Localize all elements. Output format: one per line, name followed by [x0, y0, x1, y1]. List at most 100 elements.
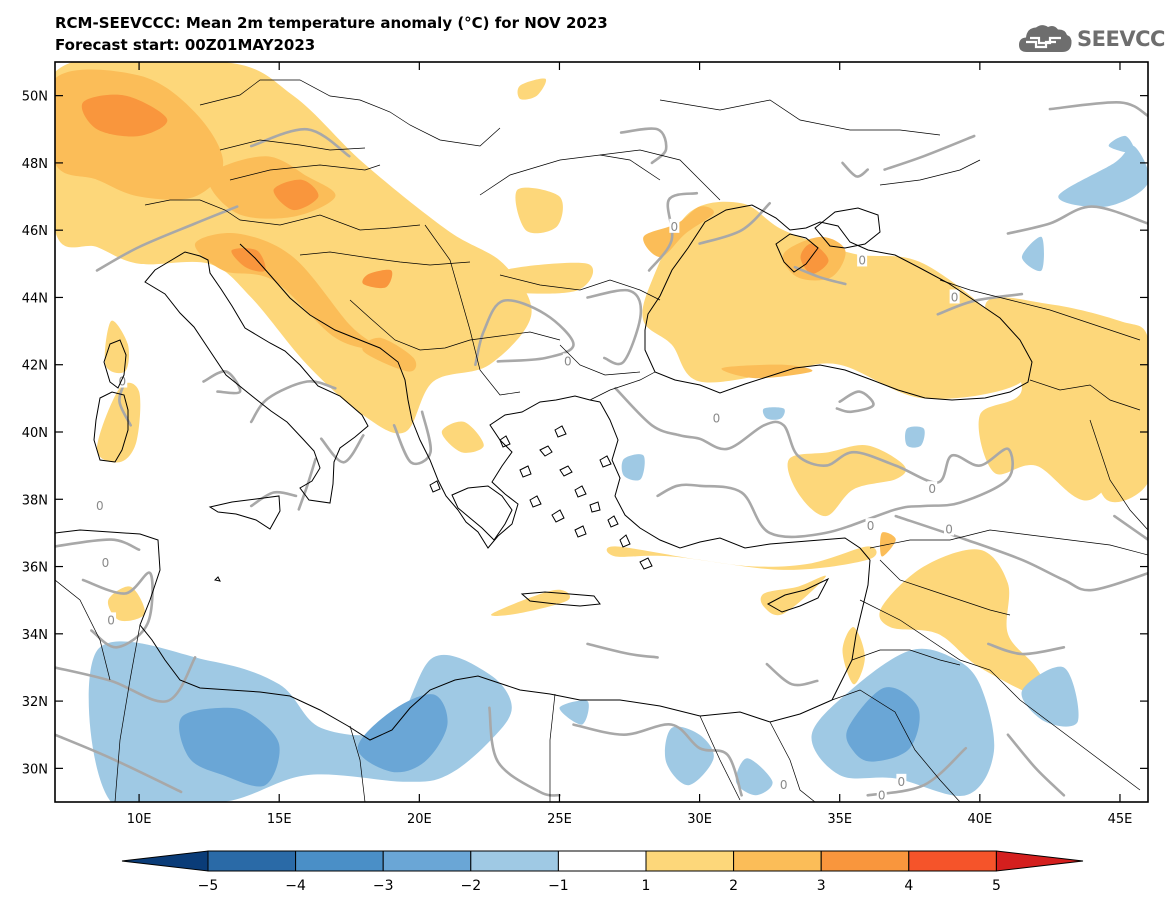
border-line	[1029, 379, 1141, 411]
border-line	[559, 344, 641, 376]
coastline-sardinia	[93, 391, 129, 463]
colorbar-segment	[295, 850, 384, 872]
contour-label-background	[876, 787, 887, 802]
colorbar-label: 3	[817, 878, 826, 894]
coastline-cyprus	[766, 577, 830, 613]
colorbar-segment	[645, 850, 735, 872]
contour-label: 0	[102, 556, 110, 570]
map-subtitle: Forecast start: 00Z01MAY2023	[55, 36, 316, 54]
colorbar-label: −3	[373, 878, 394, 894]
contour-label-background	[711, 410, 722, 425]
warm-anomaly-region-1-2	[879, 549, 1053, 702]
lat-tick-label: 32N	[22, 695, 48, 710]
contour-label: 0	[780, 778, 788, 792]
zero-contour-line	[572, 723, 743, 797]
border-line	[939, 279, 1141, 341]
contour-label-background	[94, 498, 105, 512]
warm-anomaly-region-1-2	[97, 382, 141, 463]
logo-text: SEEVCCC	[1077, 27, 1165, 51]
contour-label-background	[778, 777, 789, 792]
lat-tick-label: 44N	[22, 291, 48, 306]
contour-label-background	[944, 521, 955, 536]
zero-contour-line	[1048, 100, 1148, 118]
colorbar-segment	[557, 850, 647, 872]
coastline-corsica	[103, 339, 127, 389]
colorbar-label: 1	[642, 878, 651, 894]
cold-anomaly-region-1-2	[88, 641, 512, 802]
warm-anomaly-region-3-4	[231, 248, 266, 272]
warm-anomaly-region-1-2	[491, 589, 571, 617]
contour-label-background	[865, 518, 876, 533]
cold-anomaly-region-1-2	[762, 407, 785, 420]
zero-contour-line	[249, 379, 337, 424]
warm-anomaly-region-2-3	[721, 364, 813, 379]
zero-contour-line	[841, 161, 869, 178]
cold-anomaly-region-2-3	[846, 687, 920, 762]
contour-label-background	[857, 252, 868, 267]
warm-anomaly-region-1-2	[606, 546, 877, 570]
coastline-sicily	[208, 495, 281, 530]
zero-contour-line	[793, 265, 847, 286]
contour-label-background	[562, 353, 573, 368]
zero-contour-line	[619, 127, 668, 165]
border-line	[114, 624, 141, 802]
warm-anomaly-region-1-2	[107, 586, 145, 622]
lat-tick-label: 46N	[22, 224, 48, 239]
colorbar-segment	[908, 850, 997, 872]
warm-anomaly-region-1-2	[441, 421, 484, 453]
contour-label-background	[669, 218, 680, 233]
cold-anomaly-region-1-2	[559, 700, 589, 725]
contour-label: 0	[96, 499, 104, 513]
warm-anomaly-region-1-2	[517, 78, 547, 100]
colorbar-label: 4	[904, 878, 913, 894]
lat-tick-label: 34N	[22, 628, 48, 643]
lat-tick-label: 36N	[22, 561, 48, 576]
country-border-layer	[55, 79, 1148, 802]
border-line	[699, 715, 741, 801]
border-line	[499, 274, 661, 301]
colorbar-label: −2	[460, 878, 481, 894]
lon-tick-label: 25E	[547, 812, 572, 827]
contour-label: 0	[867, 519, 875, 533]
contour-label: 0	[713, 412, 721, 426]
zero-contour-line	[249, 490, 298, 508]
seevccc-logo: SEEVCCC	[1017, 22, 1165, 56]
warm-anomaly-region-1-2	[515, 187, 563, 234]
cold-anomaly-region-1-2	[905, 426, 925, 448]
border-line	[769, 721, 816, 802]
border-line	[1089, 419, 1148, 531]
cold-anomaly-region-1-2	[1108, 135, 1135, 154]
colorbar-arrow-max	[995, 850, 1084, 872]
border-line	[349, 299, 561, 351]
colorbar-segment	[733, 850, 822, 872]
border-line	[851, 649, 961, 666]
border-line	[229, 164, 381, 181]
cold-anomaly-region-1-2	[735, 758, 773, 796]
zero-contour-line	[55, 656, 197, 703]
coastline-layer	[55, 204, 1033, 741]
zero-contour-line	[586, 642, 659, 659]
coastline-north-africa	[55, 529, 833, 741]
warm-anomaly-region-1-2	[104, 320, 130, 374]
border-line	[549, 693, 556, 802]
cold-anomaly-region-1-2	[664, 726, 714, 786]
lon-tick-label: 35E	[827, 812, 852, 827]
zero-contour-line	[1006, 733, 1066, 797]
warm-anomaly-region-3-4	[362, 269, 393, 289]
lon-tick-label: 30E	[687, 812, 712, 827]
zero-contour-line	[614, 387, 1014, 539]
border-line	[599, 149, 721, 201]
axis-ticks: 10E 15E 20E 25E 30E 35E 40E 45E 30N 32N 34N 36N 38N 4…	[22, 62, 1148, 827]
zero-contour-line	[647, 191, 699, 272]
zero-contour-line	[883, 134, 976, 171]
border-line	[199, 79, 501, 147]
coastline-italy	[144, 251, 369, 504]
cold-anomaly-region-1-2	[621, 454, 645, 481]
coastline-peloponnese	[451, 485, 513, 541]
coastline-anatolia-south	[599, 401, 871, 561]
zero-contour-line	[488, 706, 561, 797]
zero-contour-line	[95, 205, 239, 272]
lat-tick-label: 38N	[22, 493, 48, 508]
warm-anomaly-region-3-4	[81, 94, 168, 137]
